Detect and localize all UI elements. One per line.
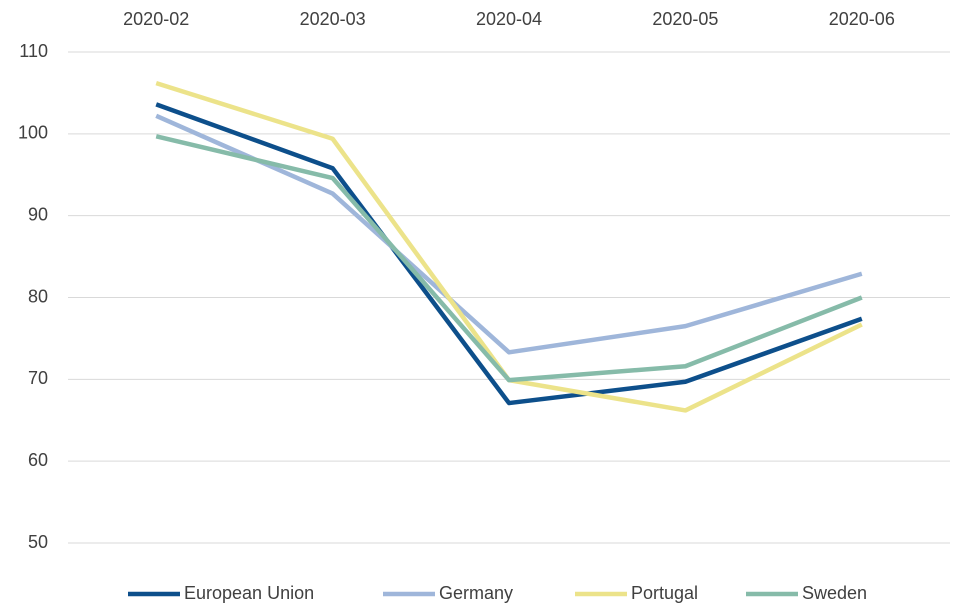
x-tick-label: 2020-03 xyxy=(300,9,366,29)
y-tick-label: 80 xyxy=(28,286,48,306)
x-tick-label: 2020-02 xyxy=(123,9,189,29)
y-tick-label: 110 xyxy=(19,41,48,61)
y-tick-label: 60 xyxy=(28,450,48,470)
series-line xyxy=(155,80,863,413)
series-line xyxy=(155,113,863,355)
y-tick-label: 90 xyxy=(28,204,48,224)
y-tick-label: 50 xyxy=(28,532,48,552)
x-tick-label: 2020-05 xyxy=(652,9,718,29)
legend-label: European Union xyxy=(184,583,314,603)
legend-label: Portugal xyxy=(631,583,698,603)
x-tick-label: 2020-06 xyxy=(829,9,895,29)
series-line xyxy=(155,102,863,406)
legend-label: Germany xyxy=(439,583,513,603)
y-tick-label: 70 xyxy=(28,368,48,388)
y-tick-label: 100 xyxy=(18,123,48,143)
legend-label: Sweden xyxy=(802,583,867,603)
x-tick-label: 2020-04 xyxy=(476,9,542,29)
series-line xyxy=(155,134,863,383)
